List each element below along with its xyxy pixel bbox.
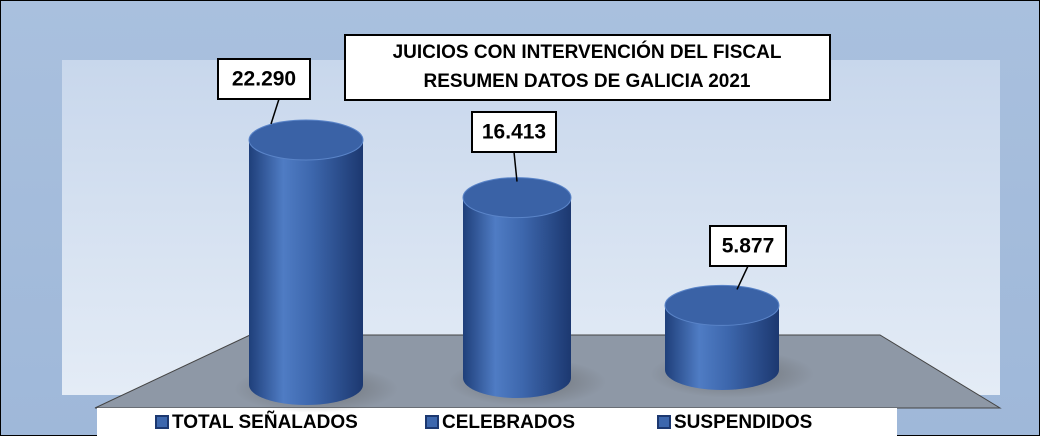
legend-label: SUSPENDIDOS — [674, 412, 812, 433]
legend-box — [97, 408, 897, 436]
bar — [463, 197, 571, 398]
chart-title: JUICIOS CON INTERVENCIÓN DEL FISCAL — [393, 41, 782, 63]
value-label: 5.877 — [722, 235, 775, 258]
legend-swatch — [155, 415, 169, 429]
leader-line — [736, 265, 749, 290]
value-label: 16.413 — [482, 121, 546, 144]
bar — [665, 305, 779, 390]
legend-label: CELEBRADOS — [442, 412, 575, 433]
value-label-box — [217, 58, 311, 100]
legend-swatch — [657, 415, 671, 429]
leader-line — [513, 151, 518, 182]
bar-top — [248, 119, 364, 161]
bar — [249, 140, 363, 405]
leader-line — [270, 98, 280, 125]
bar-top — [664, 284, 780, 326]
bar-top — [462, 177, 572, 219]
value-label: 22.290 — [232, 68, 296, 91]
legend-label: TOTAL SEÑALADOS — [172, 411, 358, 433]
value-label-box — [709, 225, 787, 267]
legend-swatch — [425, 415, 439, 429]
chart-title: RESUMEN DATOS DE GALICIA 2021 — [424, 71, 751, 92]
value-label-box — [471, 111, 557, 153]
title-box — [344, 34, 831, 101]
